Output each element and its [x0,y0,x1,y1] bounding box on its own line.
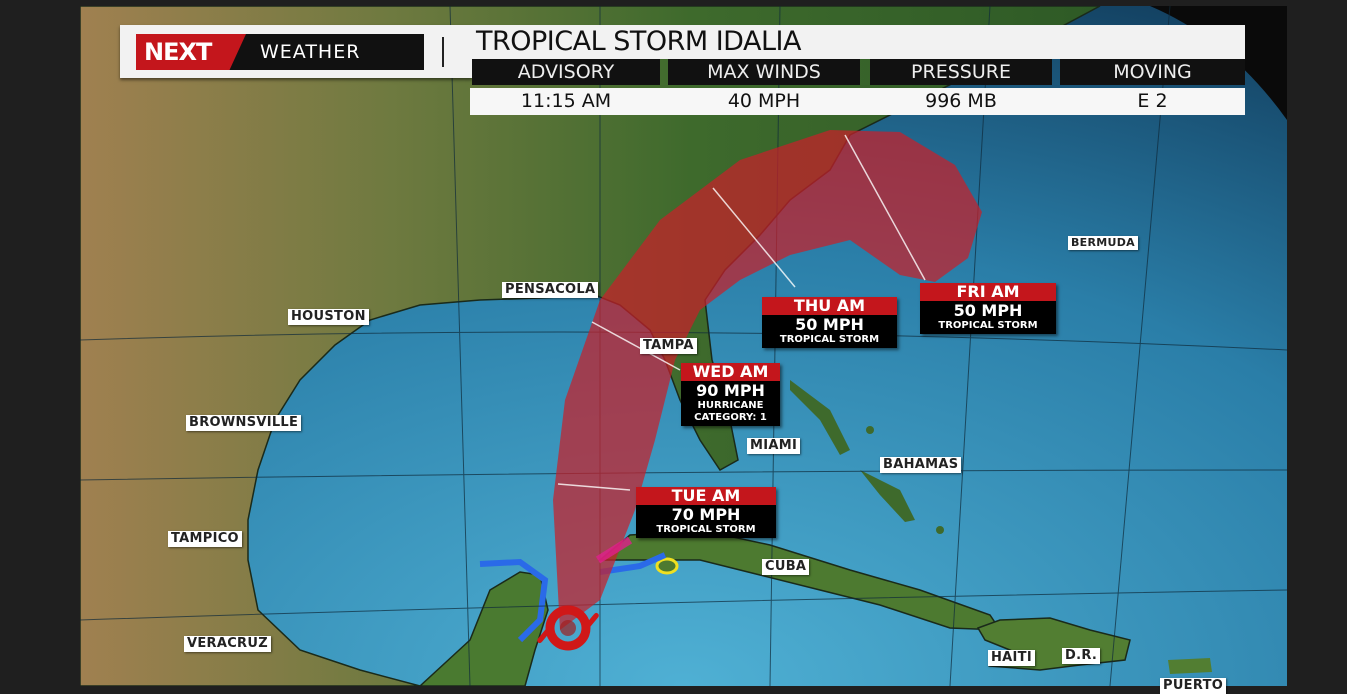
forecast-wind: 90 MPH [696,381,765,400]
forecast-box-fri: FRI AM 50 MPH TROPICAL STORM [920,283,1056,334]
forecast-type: HURRICANE [697,400,764,411]
forecast-wind: 50 MPH [953,301,1023,320]
forecast-category: CATEGORY: 1 [694,412,767,423]
forecast-type: TROPICAL STORM [656,524,756,535]
forecast-time: THU AM [762,297,897,315]
bahamas-islands [790,380,944,534]
stat-label-pressure: PRESSURE [870,59,1052,85]
label-pensacola: PENSACOLA [502,282,599,298]
stat-value-advisory: 11:15 AM [520,90,612,112]
label-haiti: HAITI [988,650,1035,666]
label-tampico: TAMPICO [168,531,242,547]
forecast-cone [553,130,982,630]
label-tampa: TAMPA [640,338,697,354]
next-weather-logo: NEXT WEATHER [136,34,424,70]
storm-title: TROPICAL STORM IDALIA [476,26,801,57]
storm-header: NEXT WEATHER TROPICAL STORM IDALIA ADVIS… [120,25,1245,115]
forecast-time: FRI AM [920,283,1056,301]
stat-value-pressure: 996 MB [925,90,997,112]
forecast-time-lines [557,134,926,491]
logo-suffix: WEATHER [260,41,361,63]
puerto-rico-land [1168,658,1212,674]
ts-warning-cuba [599,552,667,575]
forecast-type: TROPICAL STORM [779,334,880,345]
forecast-wind: 70 MPH [671,505,741,524]
forecast-time: TUE AM [636,487,776,505]
logo-panel: NEXT WEATHER [120,25,472,78]
logo-brand: NEXT [136,34,246,70]
label-bermuda: BERMUDA [1068,236,1138,250]
label-brownsville: BROWNSVILLE [186,415,302,431]
tropical-storm-icon [537,605,599,651]
forecast-box-thu: THU AM 50 MPH TROPICAL STORM [762,297,897,348]
forecast-map [80,6,1287,686]
stat-label-moving: MOVING [1060,59,1245,85]
divider [442,37,444,67]
label-houston: HOUSTON [288,309,369,325]
stat-value-moving: E 2 [1137,90,1168,112]
label-cuba: CUBA [762,559,810,575]
label-dominican-republic: D.R. [1062,648,1101,664]
stat-values-row [470,88,1245,115]
ts-warning-yucatan [479,558,549,643]
label-bahamas: BAHAMAS [880,457,962,473]
forecast-time: WED AM [681,363,780,381]
globe-edge [1150,6,1287,120]
stat-value-max-winds: 40 MPH [727,90,801,112]
forecast-type: TROPICAL STORM [938,320,1038,331]
forecast-wind: 50 MPH [795,315,864,334]
stat-label-max-winds: MAX WINDS [668,59,860,85]
stat-label-advisory: ADVISORY [472,59,660,85]
isle-of-youth [655,557,679,575]
forecast-box-tue: TUE AM 70 MPH TROPICAL STORM [636,487,776,538]
hurricane-warning-cuba [595,536,633,564]
title-panel [470,25,1245,59]
label-miami: MIAMI [747,438,801,454]
label-puerto-rico: PUERTO [1160,678,1227,694]
forecast-box-wed: WED AM 90 MPH HURRICANE CATEGORY: 1 [681,363,780,426]
label-veracruz: VERACRUZ [184,636,271,652]
